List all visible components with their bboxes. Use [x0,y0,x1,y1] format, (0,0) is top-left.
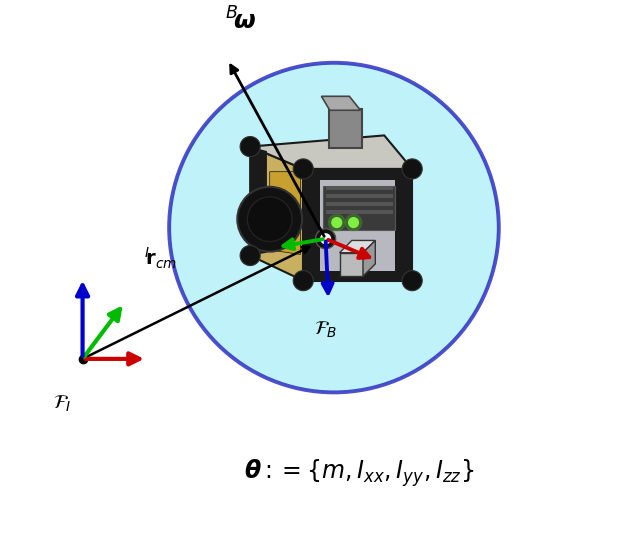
Circle shape [344,213,362,231]
Circle shape [402,270,422,291]
Circle shape [293,159,314,179]
Circle shape [169,63,499,393]
Bar [396,169,412,281]
Text: $^I\!\mathbf{r}_{cm}$: $^I\!\mathbf{r}_{cm}$ [144,245,177,270]
Bar [303,169,320,281]
Bar [323,186,396,230]
Polygon shape [340,240,375,253]
Polygon shape [363,240,375,276]
Circle shape [240,137,260,157]
Bar [326,202,392,206]
Circle shape [320,233,331,244]
Circle shape [402,159,422,179]
Polygon shape [269,219,300,254]
Polygon shape [250,147,267,255]
Bar [303,270,412,281]
Bar [340,253,363,276]
Bar [303,169,412,180]
Circle shape [331,217,342,228]
Text: $\boldsymbol{\theta} := \{m, I_{xx}, I_{yy}, I_{zz}\}$: $\boldsymbol{\theta} := \{m, I_{xx}, I_{… [244,458,474,489]
FancyBboxPatch shape [303,169,412,281]
Polygon shape [250,136,412,169]
Circle shape [348,217,359,228]
Bar [326,194,392,198]
Text: $\mathcal{F}_I$: $\mathcal{F}_I$ [52,394,71,414]
Circle shape [293,270,314,291]
Circle shape [316,228,335,249]
FancyBboxPatch shape [329,109,362,148]
Circle shape [248,197,292,241]
Circle shape [237,187,302,251]
Text: $^B\!\boldsymbol{\omega}$: $^B\!\boldsymbol{\omega}$ [225,8,257,35]
Polygon shape [269,172,300,207]
Text: $\mathcal{F}_B$: $\mathcal{F}_B$ [314,320,337,340]
Polygon shape [250,147,303,281]
Polygon shape [321,96,360,110]
Bar [326,209,392,213]
Bar [326,186,392,190]
Circle shape [328,213,346,231]
Circle shape [240,245,260,265]
